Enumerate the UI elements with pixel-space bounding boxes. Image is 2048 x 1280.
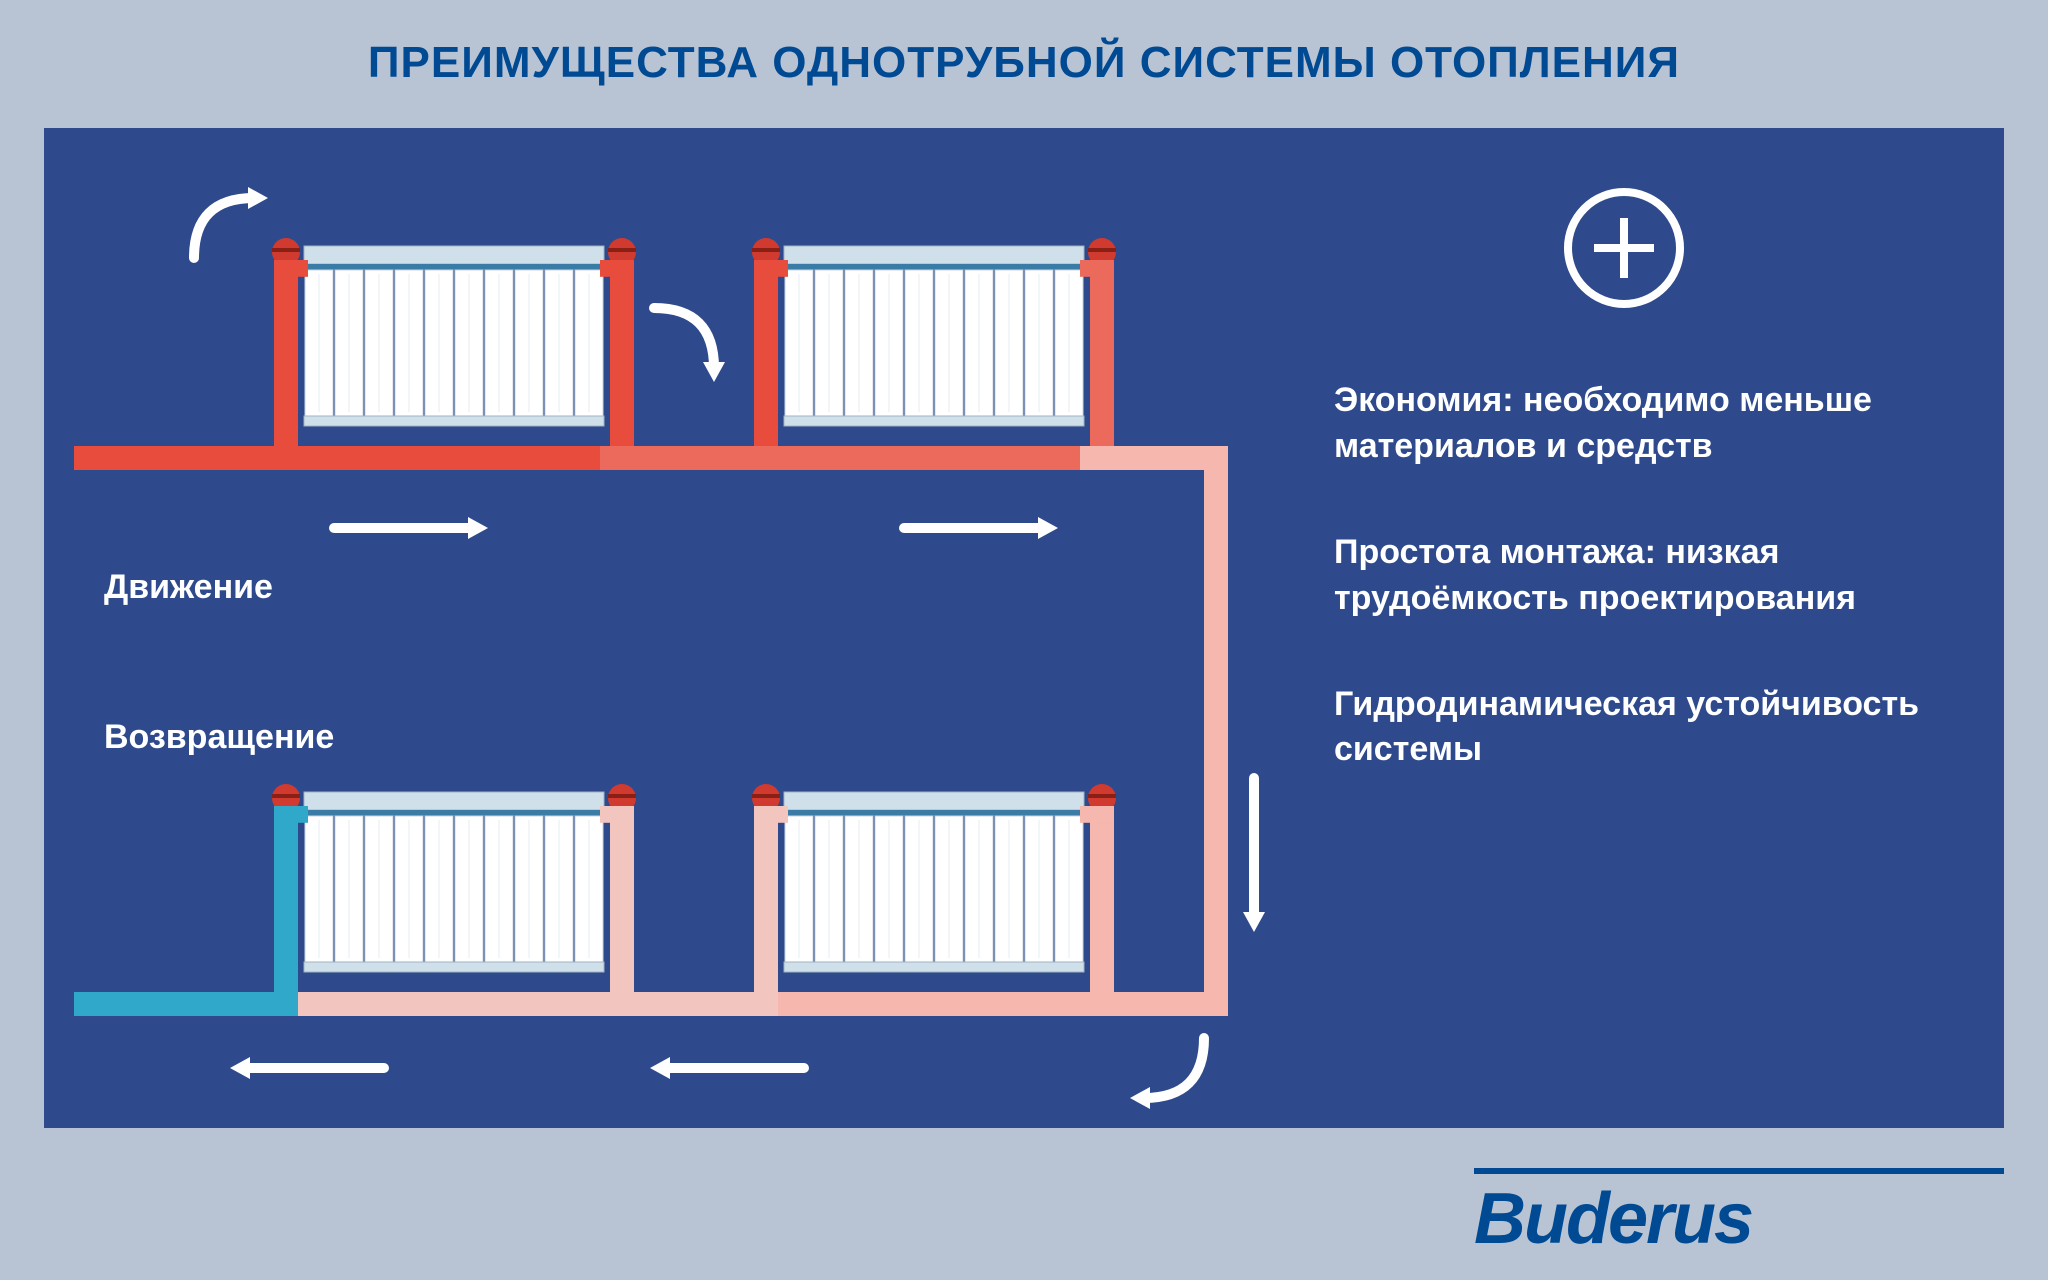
brand-line xyxy=(1474,1168,2004,1174)
benefit-item: Гидродинамическая устойчивость системы xyxy=(1334,682,1964,774)
brand-logo: Buderus xyxy=(1474,1179,1752,1259)
heating-diagram: Движение Возвращение xyxy=(44,128,1304,1128)
plus-icon xyxy=(1564,188,1684,308)
diagram-svg xyxy=(44,128,1304,1128)
benefit-item: Экономия: необходимо меньше материалов и… xyxy=(1334,378,1964,470)
brand-footer: Buderus xyxy=(1474,1168,2004,1260)
benefit-item: Простота монтажа: низкая трудоёмкость пр… xyxy=(1334,530,1964,622)
flow-label: Движение xyxy=(104,568,273,607)
main-panel: Движение Возвращение Экономия: необходим… xyxy=(44,128,2004,1128)
benefits-panel: Экономия: необходимо меньше материалов и… xyxy=(1334,188,1964,833)
page-title: ПРЕИМУЩЕСТВА ОДНОТРУБНОЙ СИСТЕМЫ ОТОПЛЕН… xyxy=(0,0,2048,118)
return-label: Возвращение xyxy=(104,718,334,757)
